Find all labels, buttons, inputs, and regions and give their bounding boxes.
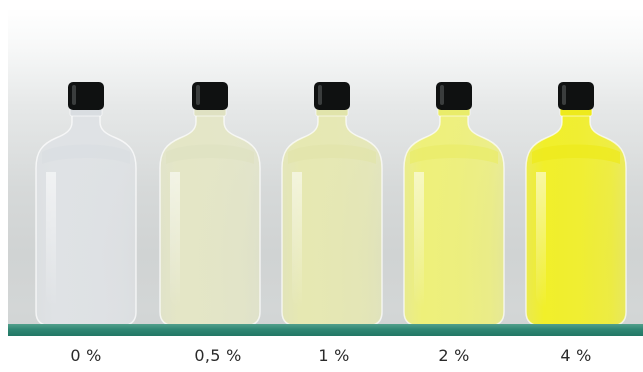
label-2-percent: 2 % <box>438 346 470 365</box>
bottle-1-percent <box>276 72 388 330</box>
label-0-5-percent: 0,5 % <box>194 346 242 365</box>
cap-shine <box>72 85 76 105</box>
liquid-shoulder <box>532 144 620 164</box>
liquid-shoulder <box>42 144 130 164</box>
bottle-svg <box>159 82 261 327</box>
cap-shine <box>440 85 444 105</box>
cap-shine <box>318 85 322 105</box>
bottle-0-percent <box>30 72 142 330</box>
bottle-cap <box>68 82 104 110</box>
liquid-shoulder <box>410 144 498 164</box>
liquid-shoulder <box>288 144 376 164</box>
liquid-shoulder <box>166 144 254 164</box>
bottle-svg <box>403 82 505 327</box>
bottle-4-percent <box>520 72 632 330</box>
bottle-cap <box>192 82 228 110</box>
label-1-percent: 1 % <box>318 346 350 365</box>
label-0-percent: 0 % <box>70 346 102 365</box>
concentration-labels: 0 % 0,5 % 1 % 2 % 4 % <box>0 346 643 370</box>
label-4-percent: 4 % <box>560 346 592 365</box>
bottle-2-percent <box>398 72 510 330</box>
bottle-svg <box>281 82 383 327</box>
bottle-cap <box>436 82 472 110</box>
glass-highlight <box>170 172 180 308</box>
bottle-cap <box>558 82 594 110</box>
cap-shine <box>562 85 566 105</box>
glass-highlight <box>414 172 424 308</box>
glass-highlight <box>536 172 546 308</box>
bottle-svg <box>525 82 627 327</box>
bottle-0-5-percent <box>154 72 266 330</box>
glass-highlight <box>46 172 56 308</box>
glass-highlight <box>292 172 302 308</box>
bottle-cap <box>314 82 350 110</box>
cap-shine <box>196 85 200 105</box>
bottle-svg <box>35 82 137 327</box>
product-photo <box>8 8 643 336</box>
shelf <box>8 324 643 336</box>
